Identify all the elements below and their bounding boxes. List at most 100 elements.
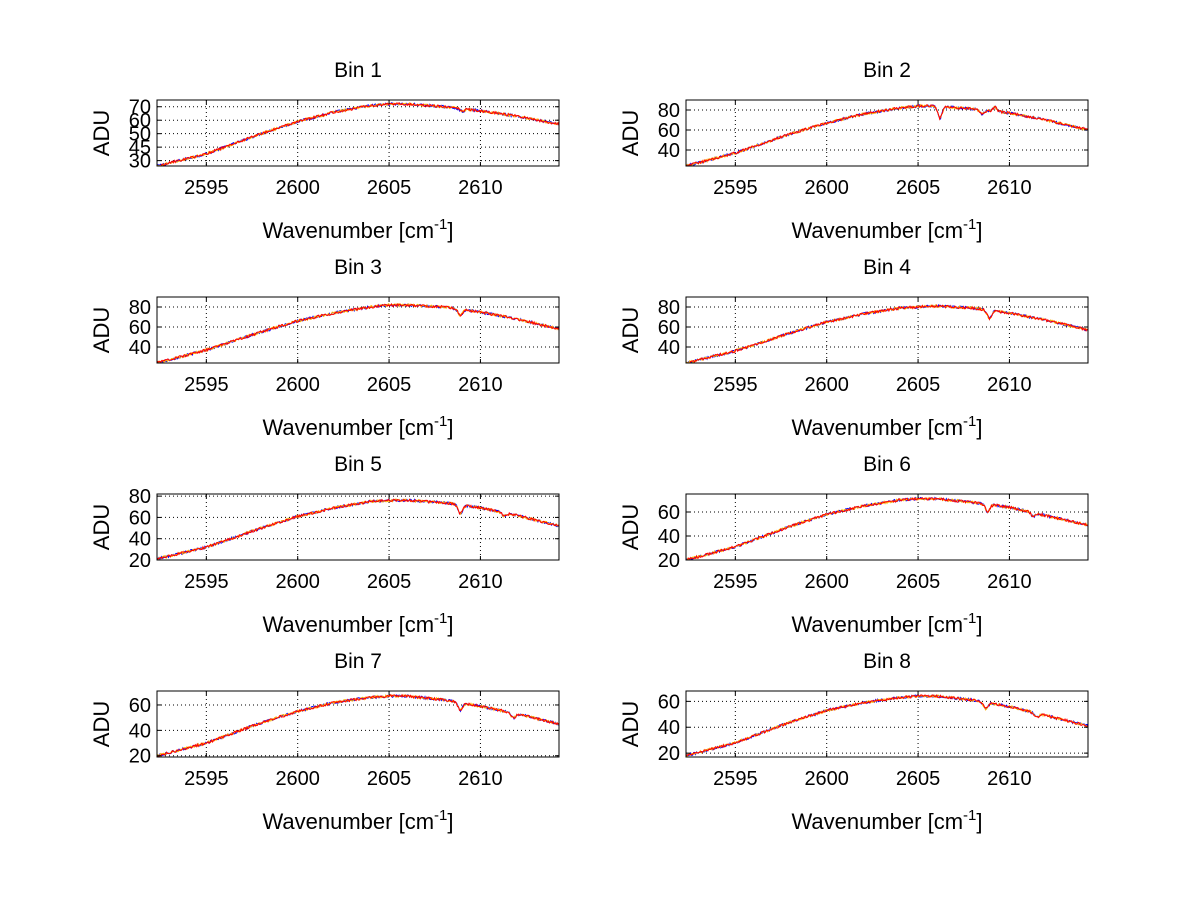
y-tick-label: 60 — [129, 110, 151, 132]
y-tick-label: 60 — [658, 120, 680, 142]
y-tick-label: 30 — [129, 151, 151, 173]
subplot-title: Bin 1 — [334, 59, 382, 82]
x-axis-label: Wavenumber [cm-1] — [262, 216, 453, 243]
y-axis-label: ADU — [89, 504, 114, 550]
x-axis-label: Wavenumber [cm-1] — [262, 610, 453, 637]
x-tick-label: 2595 — [713, 374, 758, 396]
x-tick-label: 2605 — [896, 374, 941, 396]
axes-box — [685, 99, 1089, 167]
series-line-3 — [157, 302, 559, 363]
x-tick-label: 2610 — [987, 571, 1032, 593]
x-axis-label: Wavenumber [cm-1] — [262, 413, 453, 440]
series-line-2 — [686, 496, 1088, 560]
x-tick-label: 2595 — [184, 571, 229, 593]
x-tick-label: 2600 — [804, 177, 849, 199]
x-tick-label: 2610 — [458, 571, 503, 593]
y-axis-label: ADU — [618, 307, 643, 353]
x-tick-label: 2605 — [896, 571, 941, 593]
y-tick-label: 60 — [658, 691, 680, 713]
y-tick-label: 60 — [129, 507, 151, 529]
x-tick-label: 2605 — [896, 768, 941, 790]
series-line-2 — [157, 302, 559, 363]
series-line-2 — [157, 498, 559, 560]
series-line-2 — [157, 101, 559, 166]
x-axis-label: Wavenumber [cm-1] — [262, 807, 453, 834]
subplot-title: Bin 4 — [863, 256, 911, 279]
series-line-3 — [157, 101, 559, 166]
x-tick-label: 2600 — [275, 571, 320, 593]
x-tick-label: 2610 — [458, 768, 503, 790]
y-tick-label: 80 — [658, 100, 680, 122]
y-tick-label: 20 — [658, 743, 680, 765]
y-axis-label: ADU — [618, 504, 643, 550]
x-tick-label: 2610 — [458, 374, 503, 396]
subplot-title: Bin 7 — [334, 650, 382, 673]
y-tick-label: 40 — [658, 337, 680, 359]
y-tick-label: 80 — [129, 486, 151, 508]
subplot-title: Bin 3 — [334, 256, 382, 279]
y-tick-label: 60 — [658, 317, 680, 339]
series-line-3 — [686, 304, 1088, 363]
y-tick-label: 70 — [129, 97, 151, 119]
y-axis-label: ADU — [89, 701, 114, 747]
y-tick-label: 40 — [658, 526, 680, 548]
x-axis-label: Wavenumber [cm-1] — [791, 807, 982, 834]
x-tick-label: 2605 — [367, 374, 412, 396]
x-tick-label: 2595 — [184, 374, 229, 396]
subplot-title: Bin 6 — [863, 453, 911, 476]
x-tick-label: 2605 — [896, 177, 941, 199]
x-tick-label: 2600 — [275, 177, 320, 199]
y-axis-label: ADU — [618, 110, 643, 156]
x-tick-label: 2605 — [367, 177, 412, 199]
series-line-1 — [686, 104, 1088, 166]
series-line-1 — [686, 303, 1088, 363]
x-axis-label: Wavenumber [cm-1] — [791, 610, 982, 637]
y-tick-label: 50 — [129, 124, 151, 146]
x-tick-label: 2610 — [458, 177, 503, 199]
axes-box — [156, 690, 560, 758]
series-line-1 — [157, 694, 559, 757]
axes-box — [156, 493, 560, 561]
x-tick-label: 2600 — [275, 374, 320, 396]
y-tick-label: 40 — [129, 337, 151, 359]
y-tick-label: 60 — [129, 317, 151, 339]
y-tick-label: 20 — [129, 746, 151, 768]
x-tick-label: 2600 — [804, 571, 849, 593]
x-tick-label: 2610 — [987, 768, 1032, 790]
series-line-1 — [686, 496, 1088, 560]
x-tick-label: 2595 — [713, 768, 758, 790]
x-tick-label: 2610 — [987, 177, 1032, 199]
series-line-3 — [157, 498, 559, 560]
subplot-title: Bin 8 — [863, 650, 911, 673]
y-tick-label: 60 — [658, 502, 680, 524]
y-tick-label: 80 — [129, 297, 151, 319]
y-tick-label: 45 — [129, 137, 151, 159]
x-tick-label: 2600 — [804, 374, 849, 396]
series-line-2 — [686, 103, 1088, 166]
y-tick-label: 40 — [129, 529, 151, 551]
x-tick-label: 2595 — [184, 177, 229, 199]
x-tick-label: 2605 — [367, 571, 412, 593]
y-axis-label: ADU — [89, 307, 114, 353]
axes-box — [685, 690, 1089, 758]
series-line-3 — [157, 693, 559, 757]
y-axis-label: ADU — [618, 701, 643, 747]
series-line-1 — [157, 498, 559, 560]
y-axis-label: ADU — [89, 110, 114, 156]
axes-box — [685, 296, 1089, 364]
axes-box — [156, 296, 560, 364]
subplot-title: Bin 5 — [334, 453, 382, 476]
y-tick-label: 20 — [658, 550, 680, 572]
series-line-3 — [686, 496, 1088, 560]
x-tick-label: 2595 — [713, 177, 758, 199]
y-tick-label: 80 — [658, 297, 680, 319]
x-axis-label: Wavenumber [cm-1] — [791, 413, 982, 440]
